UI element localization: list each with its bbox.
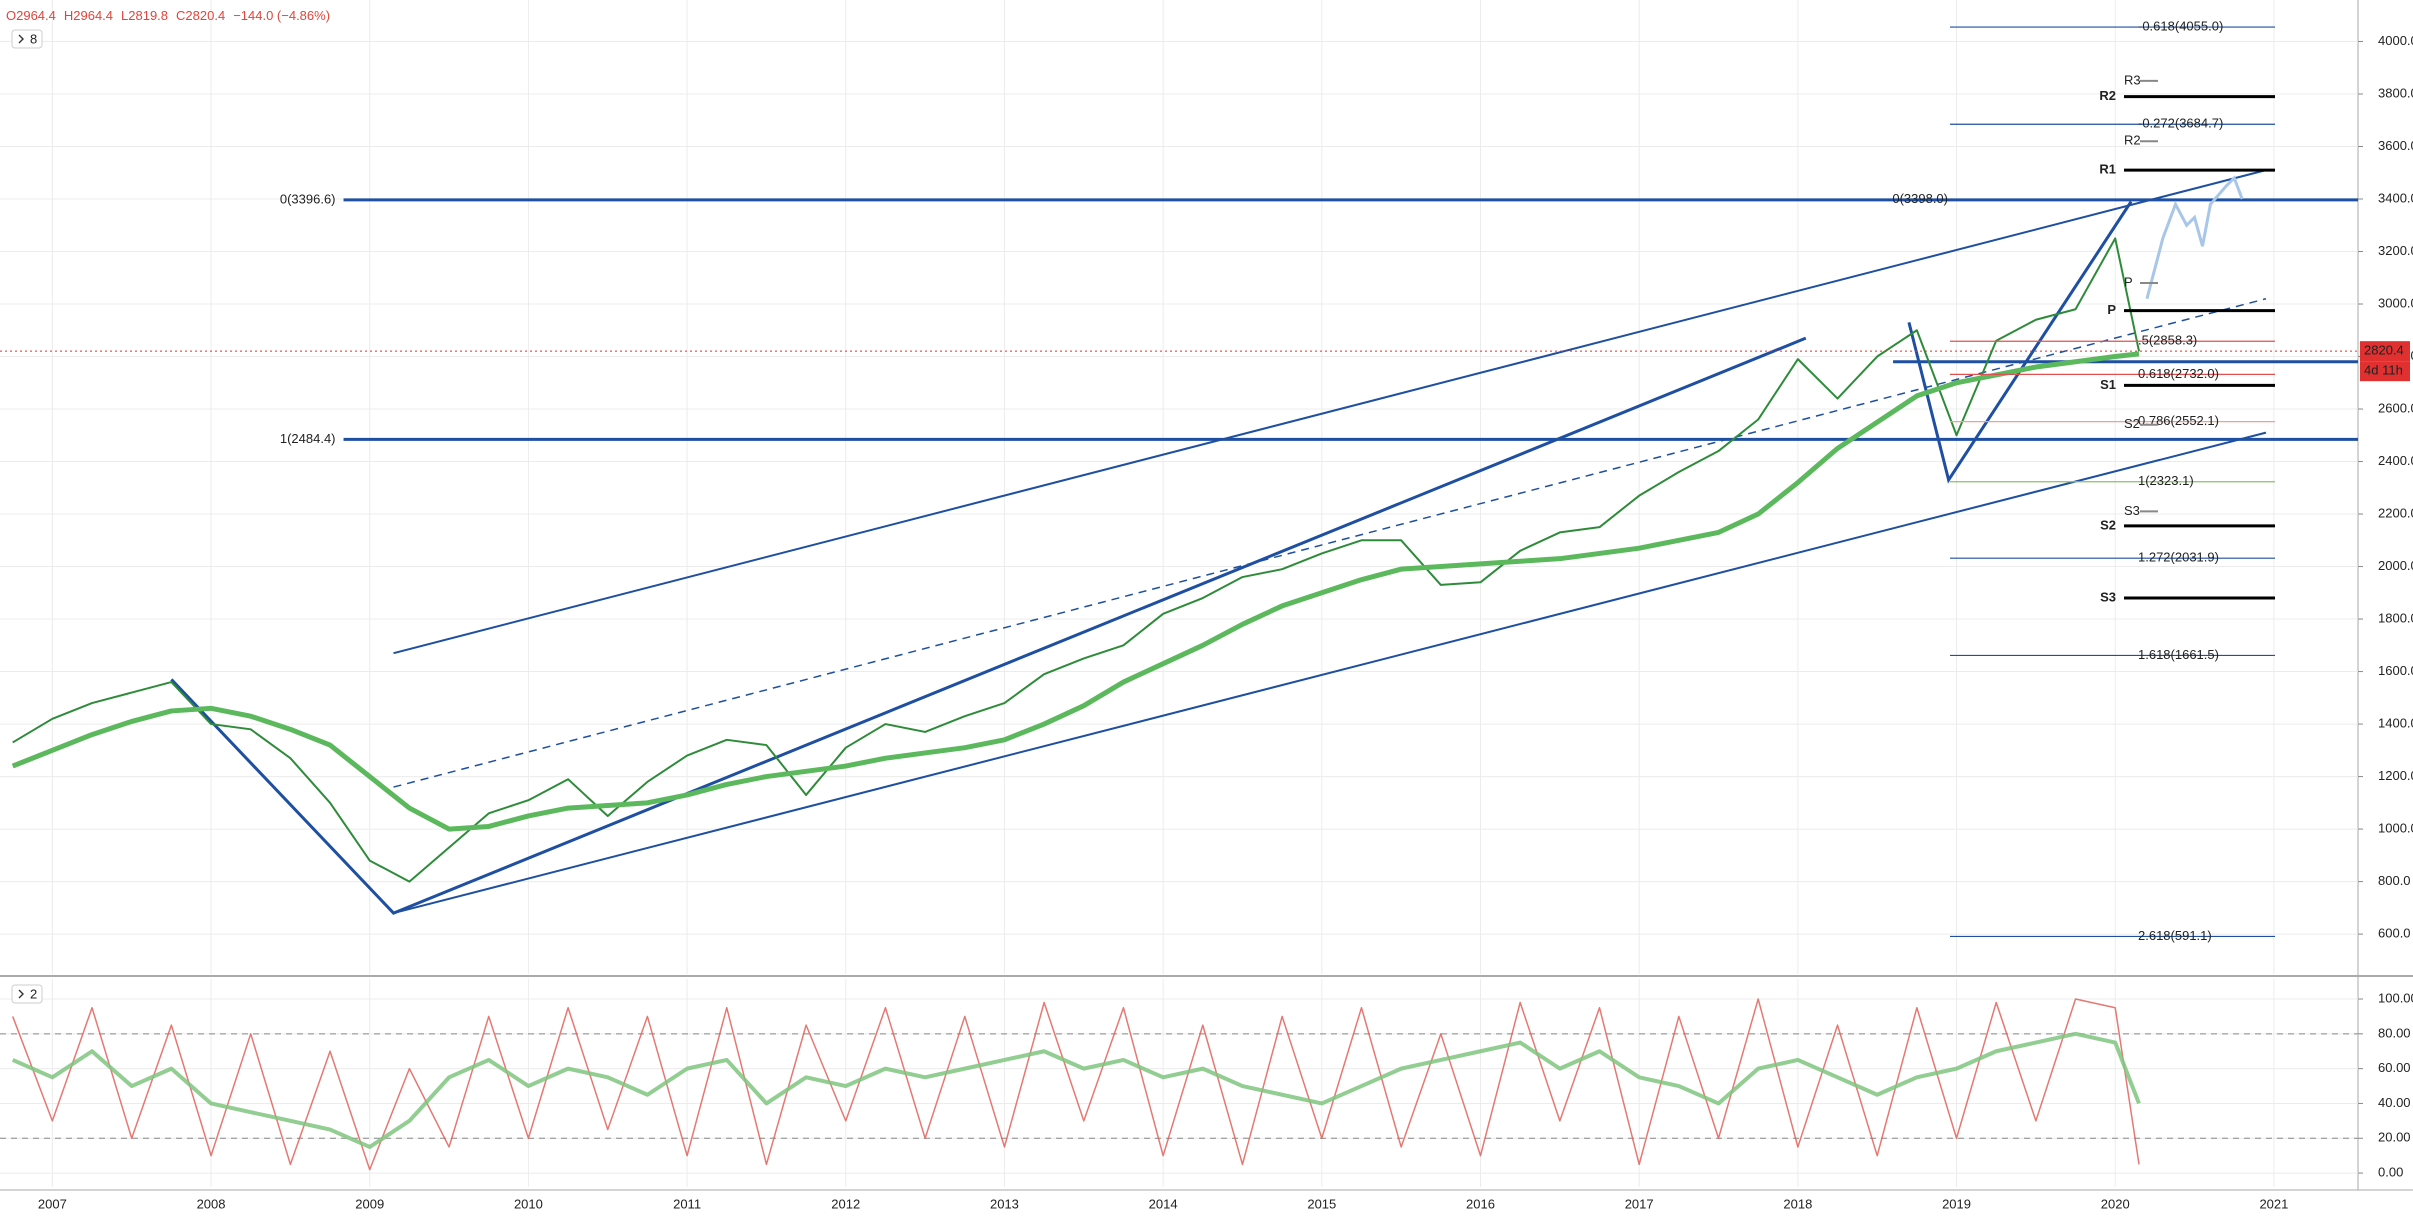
ohlc-value: O2964.4 — [6, 8, 56, 23]
pane-toggle[interactable] — [11, 984, 43, 1004]
ohlc-value: −144.0 (−4.86%) — [233, 8, 330, 23]
fib-label: -0.272(3684.7) — [2138, 116, 2223, 131]
fib-major-label: 1(2484.4) — [280, 431, 336, 446]
pane-toggle-label: 2 — [30, 986, 37, 1001]
fib-major-label: 0(3396.6) — [280, 191, 336, 206]
y-tick-label: 3400.0 — [2378, 190, 2413, 205]
pivot-label: P — [2107, 302, 2116, 317]
projection — [2145, 175, 2244, 300]
x-tick-label: 2013 — [990, 1196, 1019, 1211]
pivot-prev-label: S2 — [2124, 416, 2140, 431]
x-tick-label: 2018 — [1783, 1196, 1812, 1211]
y-tick-label: 40.00 — [2378, 1095, 2411, 1110]
y-tick-label: 800.0 — [2378, 873, 2411, 888]
pivot-prev-label: S3 — [2124, 503, 2140, 518]
x-tick-label: 2012 — [831, 1196, 860, 1211]
x-tick-label: 2020 — [2101, 1196, 2130, 1211]
x-tick-label: 2007 — [38, 1196, 67, 1211]
fib-label: 1.618(1661.5) — [2138, 647, 2219, 662]
x-tick-label: 2011 — [673, 1196, 701, 1211]
trend-line — [393, 431, 2267, 915]
y-tick-label: 1000.0 — [2378, 821, 2413, 836]
pivot-label: S3 — [2100, 589, 2116, 604]
pane: 0(3396.6) 1(2484.4) -0.618(4055.0) -0.272(3… — [0, 0, 2358, 974]
pivot-prev-label: P — [2124, 274, 2133, 289]
y-tick-label: 3200.0 — [2378, 243, 2413, 258]
trend-line — [1907, 200, 2133, 484]
y-tick-label: 3000.0 — [2378, 295, 2413, 310]
fib-label: .5(2858.3) — [2138, 333, 2197, 348]
y-tick-label: 2600.0 — [2378, 400, 2413, 415]
chevron-icon — [18, 34, 24, 44]
pane-toggle[interactable] — [11, 29, 43, 49]
trend-line — [170, 336, 1807, 915]
y-tick-label: 60.00 — [2378, 1060, 2411, 1075]
series-line — [11, 998, 2140, 1171]
trend-line — [393, 169, 2267, 655]
x-tick-label: 2014 — [1149, 1196, 1178, 1211]
pivot-label: R1 — [2099, 162, 2116, 177]
pivot-prev-label: R3 — [2124, 72, 2141, 87]
y-tick-label: 0.00 — [2378, 1165, 2403, 1180]
y-tick-label: 20.00 — [2378, 1130, 2411, 1145]
chevron-icon — [18, 989, 24, 999]
series-line — [11, 351, 2140, 832]
fib-label: 2.618(591.1) — [2138, 928, 2212, 943]
fib-label: 0.786(2552.1) — [2138, 413, 2219, 428]
series-line — [11, 1031, 2141, 1149]
ohlc-value: H2964.4 — [64, 8, 113, 23]
ohlc-value: L2819.8 — [121, 8, 168, 23]
x-tick-label: 2016 — [1466, 1196, 1495, 1211]
fib-label: 0.618(2732.0) — [2138, 366, 2219, 381]
countdown-label: 4d 11h — [2364, 363, 2403, 378]
fib-label: 1.272(2031.9) — [2138, 550, 2219, 565]
y-tick-label: 1200.0 — [2378, 768, 2413, 783]
fib-label: 1(2323.1) — [2138, 473, 2194, 488]
pivot-label: S1 — [2100, 377, 2116, 392]
trend-line — [393, 298, 2267, 788]
countdown-tag — [2360, 361, 2410, 382]
y-tick-label: 2400.0 — [2378, 453, 2413, 468]
pivot-prev-label: R2 — [2124, 133, 2141, 148]
fib-note: 0(3398.0) — [1892, 191, 1948, 206]
x-tick-label: 2009 — [355, 1196, 384, 1211]
pane — [0, 979, 2358, 1187]
y-tick-label: 2000.0 — [2378, 558, 2413, 573]
y-tick-label: 80.00 — [2378, 1025, 2411, 1040]
y-tick-label: 2200.0 — [2378, 505, 2413, 520]
x-tick-label: 2010 — [514, 1196, 543, 1211]
pivot-label: R2 — [2099, 88, 2116, 103]
series-line — [12, 237, 2140, 883]
ohlc-header: O2964.4 H2964.4 L2819.8 C2820.4 −144.0 (−4.8… — [6, 8, 330, 23]
y-tick-label: 3600.0 — [2378, 138, 2413, 153]
y-tick-label: 4000.0 — [2378, 33, 2413, 48]
pivot-label: S2 — [2100, 517, 2116, 532]
y-tick-label: 1400.0 — [2378, 716, 2413, 731]
x-tick-label: 2021 — [2259, 1196, 2288, 1211]
ohlc-value: C2820.4 — [176, 8, 225, 23]
y-tick-label: 600.0 — [2378, 926, 2411, 941]
pane-toggle-label: 8 — [30, 31, 37, 46]
x-tick-label: 2008 — [197, 1196, 226, 1211]
y-tick-label: 100.00 — [2378, 990, 2413, 1005]
y-tick-label: 1600.0 — [2378, 663, 2413, 678]
x-tick-label: 2015 — [1307, 1196, 1336, 1211]
x-tick-label: 2019 — [1942, 1196, 1971, 1211]
y-tick-label: 3800.0 — [2378, 85, 2413, 100]
y-tick-label: 1800.0 — [2378, 610, 2413, 625]
last-price-label: 2820.4 — [2364, 343, 2404, 358]
fib-label: -0.618(4055.0) — [2138, 18, 2223, 33]
last-price-tag — [2360, 341, 2410, 362]
x-tick-label: 2017 — [1625, 1196, 1654, 1211]
